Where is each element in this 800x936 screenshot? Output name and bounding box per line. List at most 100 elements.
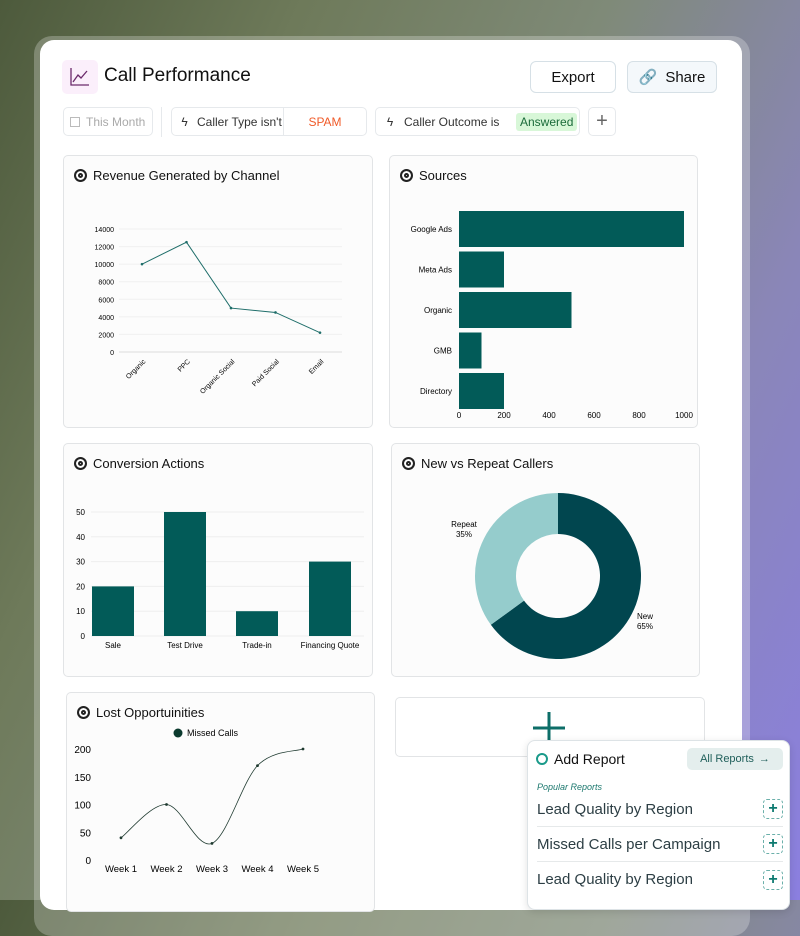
add-icon[interactable]: +: [763, 869, 783, 890]
x-tick-label: Email: [308, 358, 326, 376]
report-item[interactable]: Lead Quality by Region +: [537, 792, 783, 827]
revenue-chart: 0 2000 4000 6000 8000 10000 12000 14000 Organic P…: [95, 227, 342, 396]
bolt-icon: ϟ: [386, 114, 394, 129]
share-label: Share: [665, 68, 706, 86]
slice-label: Repeat: [451, 520, 478, 529]
x-tick-label: Organic Social: [199, 358, 236, 395]
report-icon: [400, 169, 413, 182]
x-tick-label: Financing Quote: [301, 641, 360, 650]
y-tick-label: 200: [74, 745, 91, 756]
bar: [459, 373, 504, 409]
y-tick-label: 6000: [98, 297, 114, 304]
report-item-label: Missed Calls per Campaign: [537, 835, 721, 853]
arrow-right-icon: →: [758, 753, 770, 765]
lost-card: Lost Opportuinities 0 50 100 150 200 Missed C…: [66, 692, 375, 912]
filter-value: SPAM: [283, 108, 366, 135]
add-icon[interactable]: +: [763, 834, 783, 854]
sources-chart: Google Ads Meta Ads Organic GMB Directory 0 20…: [411, 211, 693, 420]
donut-slice: [490, 493, 641, 659]
report-item[interactable]: Missed Calls per Campaign +: [537, 827, 783, 862]
date-filter-label: This Month: [86, 114, 146, 129]
sources-card: Sources Google Ads Meta Ads Organic GMB Dire…: [389, 155, 698, 428]
caller-type-filter[interactable]: ϟ Caller Type isn't SPAM: [171, 107, 367, 136]
slice-value: 65%: [637, 622, 653, 631]
donut-slice: [475, 493, 558, 625]
caller-outcome-filter[interactable]: ϟ Caller Outcome is Answered: [375, 107, 580, 136]
data-point: [185, 240, 188, 244]
y-tick-label: GMB: [434, 347, 452, 356]
x-tick-label: Week 5: [287, 864, 319, 875]
y-tick-label: 50: [80, 828, 92, 839]
y-tick-label: 0: [81, 632, 86, 641]
lost-chart: 0 50 100 150 200 Missed Calls Week 1 Week 2 Week…: [74, 728, 319, 875]
x-tick-label: Test Drive: [167, 641, 203, 650]
data-point: [318, 331, 322, 334]
popup-title: Add Report: [554, 751, 625, 767]
callers-card: New vs Repeat Callers New 65% Repeat 35%: [391, 443, 700, 677]
report-item-label: Lead Quality by Region: [537, 871, 693, 888]
y-tick-label: 8000: [98, 280, 114, 287]
x-tick-label: Week 3: [196, 864, 228, 875]
y-tick-label: Directory: [420, 387, 452, 396]
y-tick-label: 0: [110, 350, 114, 357]
x-tick-label: Week 2: [150, 864, 182, 875]
card-title: Revenue Generated by Channel: [93, 168, 280, 183]
y-tick-label: 30: [76, 558, 85, 567]
x-tick-label: 1000: [675, 411, 693, 420]
bolt-icon: ϟ: [181, 114, 188, 129]
conversion-card: Conversion Actions 0 10 20 30 40 50 Sale Test D…: [63, 443, 373, 677]
add-filter-button[interactable]: +: [588, 107, 616, 136]
page-title: Call Performance: [104, 65, 251, 86]
add-report-popup: Add Report All Reports → Popular Reports …: [527, 740, 790, 910]
report-icon: [77, 706, 90, 719]
all-reports-label: All Reports: [700, 753, 754, 765]
x-tick-label: Week 1: [105, 864, 137, 875]
all-reports-button[interactable]: All Reports →: [687, 748, 783, 770]
report-icon: [74, 169, 87, 182]
x-tick-label: 200: [497, 411, 511, 420]
bar: [459, 332, 482, 369]
card-title: Conversion Actions: [93, 456, 205, 471]
bar: [92, 586, 134, 636]
y-tick-label: 10000: [95, 262, 115, 269]
legend-marker: [173, 728, 183, 738]
export-label: Export: [551, 68, 595, 86]
x-tick-label: Week 4: [241, 864, 273, 875]
card-title: Lost Opportuinities: [96, 705, 205, 720]
y-tick-label: Google Ads: [411, 225, 452, 234]
y-tick-label: 12000: [95, 245, 115, 252]
x-tick-label: Sale: [105, 641, 122, 650]
data-point: [256, 764, 259, 768]
date-filter[interactable]: This Month: [63, 107, 153, 136]
calendar-icon: [70, 116, 80, 127]
filter-value: Answered: [516, 112, 578, 131]
data-point: [165, 803, 168, 806]
y-tick-label: Meta Ads: [419, 266, 452, 275]
data-point: [210, 841, 214, 845]
series-line: [141, 241, 321, 334]
report-item[interactable]: Lead Quality by Region +: [537, 862, 783, 897]
y-tick-label: 100: [74, 801, 91, 812]
report-item-label: Lead Quality by Region: [537, 800, 693, 818]
export-button[interactable]: Export: [530, 61, 616, 93]
share-button[interactable]: 🔗 Share: [627, 61, 717, 93]
y-tick-label: 50: [76, 508, 85, 517]
x-tick-label: Paid Social: [251, 358, 281, 388]
y-tick-label: 4000: [98, 315, 114, 322]
x-tick-label: PPC: [177, 358, 192, 373]
add-icon[interactable]: +: [763, 799, 783, 819]
card-title: Sources: [419, 168, 467, 183]
y-tick-label: 150: [74, 773, 91, 784]
link-icon: 🔗: [638, 69, 658, 86]
y-tick-label: 0: [85, 856, 91, 867]
data-point: [140, 262, 144, 266]
bar: [459, 251, 504, 288]
bar: [236, 611, 278, 636]
series-line: [120, 748, 304, 845]
y-tick-label: Organic: [424, 306, 452, 315]
y-tick-label: 40: [76, 533, 85, 542]
x-tick-label: 800: [632, 411, 646, 420]
revenue-card: Revenue Generated by Channel 0 2000 4000 60…: [63, 155, 373, 428]
data-point: [119, 836, 123, 840]
